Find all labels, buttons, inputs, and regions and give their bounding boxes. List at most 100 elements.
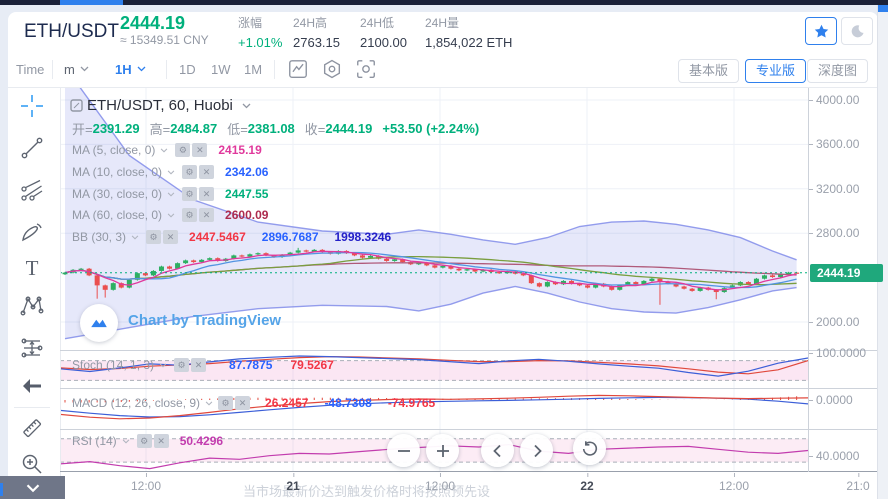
price-tick-label: 2000.00 (808, 315, 860, 329)
collapse-toolbar-button[interactable] (0, 476, 65, 499)
ma60-remove-button[interactable]: ✕ (199, 208, 215, 222)
night-mode-button[interactable] (841, 17, 873, 45)
stat-high-label: 24H高 (293, 16, 328, 30)
ma5-value: 2415.19 (218, 143, 262, 157)
price-range-icon[interactable] (20, 336, 44, 360)
macd-value: 26.2457 (265, 396, 309, 410)
indicator-icon[interactable] (287, 58, 309, 80)
ma30-settings-button[interactable]: ⚙ (182, 187, 198, 201)
scrollbar-track[interactable] (877, 5, 888, 499)
macd-remove-button[interactable]: ✕ (235, 396, 251, 410)
ma5-settings-button[interactable]: ⚙ (175, 143, 191, 157)
legend-collapse-icon[interactable] (70, 99, 83, 112)
pane-separator[interactable] (60, 429, 878, 430)
high-value: 2484.87 (170, 121, 218, 136)
ruler-icon[interactable] (20, 416, 44, 440)
pane-separator[interactable] (60, 350, 878, 351)
chevron-down-icon (167, 191, 175, 197)
rsi-legend-row: RSI (14) ⚙ ✕ 50.4296 (72, 434, 223, 448)
ma10-settings-button[interactable]: ⚙ (182, 165, 198, 179)
chart-toolbar: Time m 1H 1D 1W 1M 基本版 专业版 深度图 (8, 52, 878, 88)
bb-settings-button[interactable]: ⚙ (146, 230, 162, 244)
chevron-down-icon (167, 169, 175, 175)
rsi-remove-button[interactable]: ✕ (153, 434, 169, 448)
zoom-out-button[interactable] (387, 434, 420, 467)
time-tick-label: 21:0 (846, 473, 870, 493)
scrollbar-thumb[interactable] (878, 5, 888, 12)
scroll-left-button[interactable] (481, 434, 514, 467)
price-axis-border (808, 88, 809, 472)
ma10-legend-row: MA (10, close, 0) ⚙ ✕ 2342.06 (72, 165, 268, 179)
ohlc-readout: 开= 2391.29 高= 2484.87 低= 2381.08 收= 2444.19 … (72, 119, 479, 138)
pro-version-button[interactable]: 专业版 (745, 59, 807, 83)
chevron-right-icon (533, 444, 542, 457)
screenshot-icon[interactable] (355, 58, 377, 80)
pitchfork-icon[interactable] (20, 178, 44, 202)
text-tool-icon[interactable]: T (20, 256, 44, 280)
interval-time[interactable]: Time (16, 61, 45, 77)
scroll-right-button[interactable] (520, 434, 553, 467)
background-hint-text: 当市场最新价达到触发价格时将按照预先设 (243, 484, 491, 499)
close-label: 收= (304, 122, 326, 137)
chevron-down-icon (242, 103, 251, 109)
stat-change: 涨幅 +1.01% (238, 14, 282, 50)
bb-legend-row: BB (30, 3) ⚙ ✕ 2447.5467 2896.7687 1998.3… (72, 230, 391, 244)
brush-icon[interactable] (20, 220, 44, 244)
rsi-label: RSI (14) (72, 434, 117, 448)
macd-settings-button[interactable]: ⚙ (218, 396, 234, 410)
ma10-remove-button[interactable]: ✕ (199, 165, 215, 179)
zoom-in-icon[interactable] (20, 452, 44, 476)
interval-1w[interactable]: 1W (211, 61, 231, 77)
interval-1m[interactable]: 1M (244, 61, 263, 77)
back-arrow-icon[interactable] (20, 374, 44, 398)
interval-minute-dropdown[interactable]: m (64, 52, 89, 86)
price-chart-canvas[interactable] (60, 88, 808, 350)
zoom-in-button[interactable] (426, 434, 459, 467)
toolbar-divider (166, 60, 167, 79)
stoch-settings-button[interactable]: ⚙ (174, 358, 190, 372)
bb-label: BB (30, 3) (72, 230, 127, 244)
bb-upper-value: 2896.7687 (261, 230, 319, 244)
interval-1d[interactable]: 1D (179, 61, 196, 77)
stat-volume-value: 1,854,022 ETH (425, 35, 513, 50)
stoch-remove-button[interactable]: ✕ (191, 358, 207, 372)
interval-hour-dropdown[interactable]: 1H (115, 52, 146, 86)
open-value: 2391.29 (92, 121, 140, 136)
time-tick-label: 21 (286, 473, 300, 493)
stoch-pane-canvas[interactable] (60, 351, 808, 388)
crosshair-icon[interactable] (20, 94, 44, 118)
xabcd-pattern-icon[interactable] (20, 294, 44, 318)
depth-chart-button[interactable]: 深度图 (807, 59, 869, 83)
tradingview-attribution[interactable]: Chart by TradingView (128, 312, 282, 329)
macd-pane-canvas[interactable] (60, 389, 808, 429)
ma60-legend-row: MA (60, close, 0) ⚙ ✕ 2600.09 (72, 208, 268, 222)
mountain-icon (91, 319, 107, 328)
price-cny: ≈ 15349.51 CNY (120, 33, 209, 47)
chevron-down-icon (167, 212, 175, 218)
chevron-down-icon (160, 147, 168, 153)
reset-chart-button[interactable] (573, 432, 606, 465)
pane-separator[interactable] (60, 388, 878, 389)
ma5-remove-button[interactable]: ✕ (192, 143, 208, 157)
favorite-button[interactable] (805, 17, 837, 45)
chart-legend-title-row[interactable]: ETH/USDT, 60, Huobi (70, 97, 251, 114)
trend-line-icon[interactable] (20, 136, 44, 160)
basic-version-button[interactable]: 基本版 (678, 59, 740, 83)
time-tick-label: 12:00 (424, 473, 456, 493)
chevron-down-icon (122, 438, 130, 444)
rsi-settings-button[interactable]: ⚙ (136, 434, 152, 448)
oscillator-tick-label: 40.0000 (808, 449, 860, 463)
ma30-legend-row: MA (30, close, 0) ⚙ ✕ 2447.55 (72, 187, 268, 201)
stat-change-label: 涨幅 (238, 16, 263, 30)
top-progress-accent (60, 0, 123, 5)
low-label: 低= (227, 122, 248, 137)
svg-text:T: T (26, 256, 39, 280)
bb-remove-button[interactable]: ✕ (163, 230, 179, 244)
reset-icon (582, 440, 597, 456)
tradingview-logo[interactable] (80, 304, 118, 342)
ma30-remove-button[interactable]: ✕ (199, 187, 215, 201)
rsi-value: 50.4296 (179, 434, 224, 448)
ma60-settings-button[interactable]: ⚙ (182, 208, 198, 222)
settings-icon[interactable] (321, 58, 343, 80)
